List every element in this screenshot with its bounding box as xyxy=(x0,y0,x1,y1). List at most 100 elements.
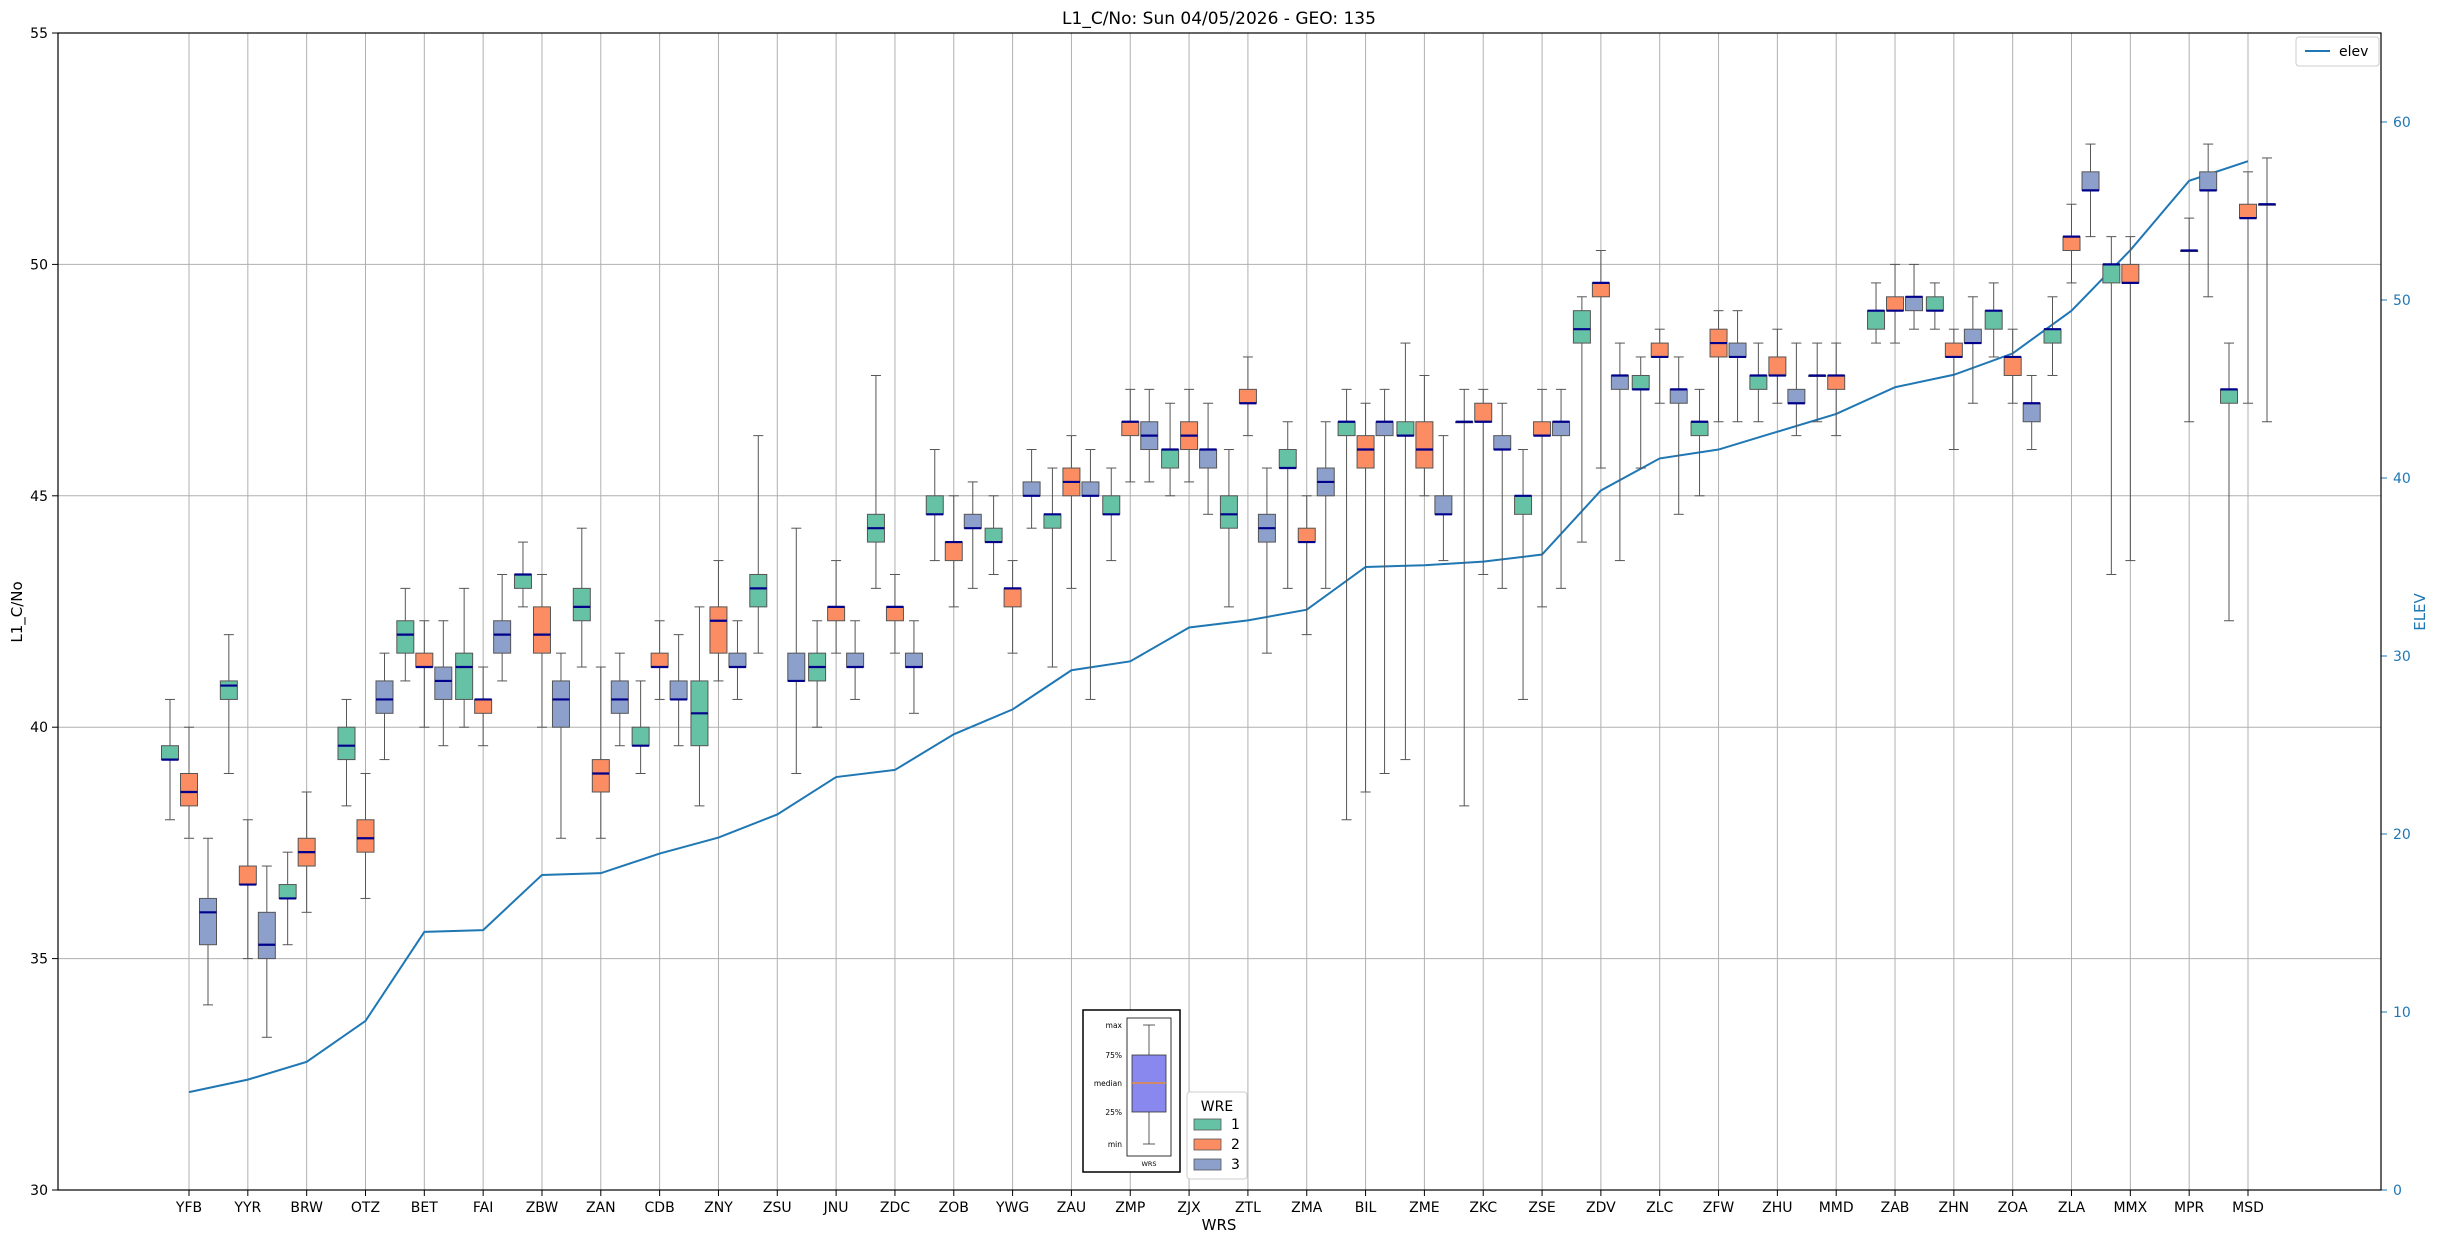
box-iqr xyxy=(1827,374,1846,390)
box-iqr xyxy=(180,772,198,807)
box-iqr xyxy=(1022,481,1041,497)
box-ZTL-wre1 xyxy=(1219,449,1238,608)
box-iqr xyxy=(1297,527,1316,543)
x-tick-label: ZHU xyxy=(1762,1200,1792,1216)
box-ZDC-wre1 xyxy=(866,374,885,589)
chart-title: L1_C/No: Sun 04/05/2026 - GEO: 135 xyxy=(1062,9,1376,29)
box-iqr xyxy=(2081,171,2100,191)
box-iqr xyxy=(1768,356,1787,376)
box-MMD-wre1 xyxy=(1808,342,1827,423)
wre-legend-swatch-3 xyxy=(1193,1158,1222,1171)
box-ZBW-wre2 xyxy=(532,573,551,728)
box-ZHU-wre1 xyxy=(1749,342,1768,423)
box-BIL-wre1 xyxy=(1337,388,1356,821)
box-iqr xyxy=(219,680,238,700)
box-ZHU-wre2 xyxy=(1768,328,1787,404)
y-tick-label: 50 xyxy=(30,257,48,273)
y-axis-label: L1_C/No xyxy=(8,581,27,642)
box-JNU-wre1 xyxy=(808,620,827,728)
x-tick-label: MPR xyxy=(2174,1200,2205,1216)
wre-legend: WRE 1 2 3 xyxy=(1186,1091,1248,1180)
box-CDB-wre1 xyxy=(631,680,650,774)
x-tick-label: YYR xyxy=(233,1200,261,1216)
box-ZSE-wre3 xyxy=(1552,388,1571,589)
box-iqr xyxy=(1396,421,1415,437)
box-ZSE-wre2 xyxy=(1533,388,1552,608)
y-tick-label: 40 xyxy=(30,720,48,736)
wre-legend-frame xyxy=(1186,1091,1248,1180)
x-tick-label: ZJX xyxy=(1177,1200,1201,1216)
box-YWG-wre1 xyxy=(984,495,1003,575)
box-iqr xyxy=(474,698,493,714)
box-BRW-wre2 xyxy=(297,791,316,913)
box-iqr xyxy=(1963,328,1982,344)
elev-legend: elev xyxy=(2295,36,2380,67)
key-label-q1: 25% xyxy=(1105,1108,1122,1117)
box-ZNY-wre2 xyxy=(709,560,728,682)
box-ZOB-wre2 xyxy=(944,495,963,608)
x-tick-label: ZOB xyxy=(939,1200,969,1216)
box-iqr xyxy=(1003,587,1022,608)
key-label-max: max xyxy=(1106,1021,1123,1030)
box-iqr xyxy=(513,573,532,589)
box-iqr xyxy=(238,865,257,886)
box-YFB-wre3 xyxy=(199,837,217,1006)
box-iqr xyxy=(356,819,375,853)
box-iqr xyxy=(493,620,512,654)
x-tick-label: ZDV xyxy=(1586,1200,1616,1216)
box-ZFW-wre1 xyxy=(1690,388,1709,497)
box-iqr xyxy=(1552,421,1571,437)
box-ZLA-wre1 xyxy=(2043,296,2062,376)
box-ZAB-wre1 xyxy=(1867,282,1886,344)
box-iqr xyxy=(904,652,923,668)
y2-tick-label: 50 xyxy=(2393,293,2411,309)
box-ZOB-wre1 xyxy=(925,449,944,562)
box-FAI-wre2 xyxy=(474,666,493,747)
key-label-median: median xyxy=(1094,1079,1122,1088)
box-iqr xyxy=(278,884,297,899)
box-iqr xyxy=(396,620,415,654)
box-iqr xyxy=(984,527,1003,543)
box-iqr xyxy=(827,606,846,622)
x-tick-label: ZME xyxy=(1409,1200,1440,1216)
elev-series xyxy=(188,160,2249,1094)
box-iqr xyxy=(1650,342,1669,358)
box-iqr xyxy=(591,759,610,793)
box-CDB-wre2 xyxy=(650,620,669,700)
box-ZAB-wre3 xyxy=(1905,263,1924,330)
box-MMX-wre1 xyxy=(2102,236,2121,575)
elev-legend-frame xyxy=(2295,36,2380,67)
box-ZNY-wre3 xyxy=(728,620,747,700)
box-iqr xyxy=(787,652,806,682)
box-YYR-wre3 xyxy=(257,865,276,1038)
box-iqr xyxy=(1219,495,1238,529)
box-ZDC-wre3 xyxy=(904,620,923,714)
box-BIL-wre3 xyxy=(1375,388,1394,774)
box-MMD-wre2 xyxy=(1827,342,1846,437)
box-iqr xyxy=(2003,356,2022,376)
box-ZMA-wre3 xyxy=(1316,421,1335,589)
box-ZMP-wre2 xyxy=(1121,388,1140,483)
box-iqr xyxy=(669,680,688,700)
x-tick-label: ZLA xyxy=(2058,1200,2086,1216)
box-iqr xyxy=(1121,421,1140,437)
y-tick-label: 30 xyxy=(30,1183,48,1199)
box-ZBW-wre3 xyxy=(551,652,570,839)
box-YFB-wre1 xyxy=(161,698,179,821)
box-BET-wre3 xyxy=(434,620,453,747)
x-tick-label: ZAU xyxy=(1057,1200,1086,1216)
box-iqr xyxy=(572,587,591,622)
x-tick-label: ZMA xyxy=(1291,1200,1323,1216)
box-ZMA-wre1 xyxy=(1278,421,1297,589)
box-ZOA-wre2 xyxy=(2003,328,2022,404)
box-ZMP-wre3 xyxy=(1140,388,1159,483)
x-tick-label: YWG xyxy=(995,1200,1029,1216)
box-ZLC-wre2 xyxy=(1650,328,1669,404)
x-tick-label: JNU xyxy=(823,1200,849,1216)
box-iqr xyxy=(1533,421,1552,437)
box-ZMP-wre1 xyxy=(1102,467,1121,562)
box-ZMA-wre2 xyxy=(1297,495,1316,636)
elev-line xyxy=(188,160,2249,1094)
box-BET-wre2 xyxy=(415,620,434,728)
box-ZKC-wre2 xyxy=(1474,388,1493,575)
